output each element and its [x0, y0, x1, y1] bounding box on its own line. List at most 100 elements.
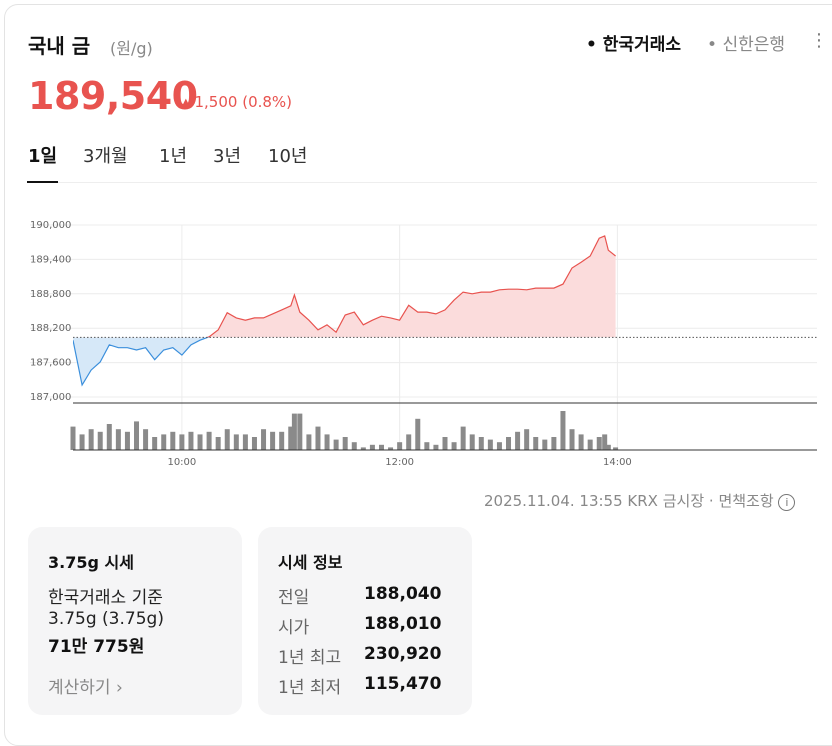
unit: (원/g) — [110, 39, 153, 58]
volume-bar — [469, 434, 475, 450]
card-title: 3.75g 시세 — [48, 553, 134, 572]
row-label: 시가 — [278, 618, 310, 638]
volume-bar — [242, 434, 248, 450]
y-tick-label: 190,000 — [30, 220, 71, 231]
page: 국내 금 (원/g) • 한국거래소 • 신한은행 ⋮ 189,540 ▲ 1,… — [4, 4, 832, 746]
calc-link-text[interactable]: 계산하기 — [48, 678, 111, 698]
period-tab[interactable]: 10년 — [268, 146, 308, 167]
volume-bar — [569, 429, 575, 450]
volume-bar — [515, 431, 521, 450]
price-area — [73, 235, 616, 338]
volume-bar — [333, 439, 339, 450]
volume-bar — [233, 434, 239, 450]
card: 3.75g 시세 한국거래소 기준 3.75g (3.75g) 71만 775원… — [28, 527, 242, 715]
volume-bar — [451, 442, 457, 450]
volume-bar — [487, 439, 493, 450]
volume-bar — [315, 426, 321, 450]
row-label: 1년 최저 — [278, 678, 342, 698]
volume-bar — [406, 434, 412, 450]
period-tab[interactable]: 3년 — [213, 146, 242, 167]
volume-bar — [533, 437, 539, 450]
up-arrow: ▲ — [182, 97, 190, 108]
volume-bar — [460, 426, 466, 450]
chart: 187,000 187,600 188,200 188,800 189,400 190,0… — [30, 220, 817, 468]
source-label[interactable]: 신한은행 — [722, 35, 785, 55]
volume-bar — [79, 434, 85, 450]
x-tick-label: 14:00 — [603, 457, 632, 468]
volume-bar — [433, 444, 439, 450]
volume-bar — [524, 429, 530, 450]
volume-bar — [587, 439, 593, 450]
y-tick-label: 187,000 — [30, 392, 71, 403]
price-change: ▲ 1,500 (0.8%) — [182, 93, 292, 111]
x-tick-label: 12:00 — [385, 457, 414, 468]
card: 시세 정보 전일 188,040 시가 188,010 1년 최고 230,92… — [258, 527, 472, 715]
more-menu[interactable]: ⋮ — [810, 30, 828, 51]
volume-bar — [143, 429, 149, 450]
disclaimer[interactable]: 면책조항 — [718, 492, 774, 510]
timestamp: 2025.11.04. 13:55 KRX 금시장 · 면책조항 i — [484, 490, 796, 511]
card-line: 3.75g (3.75g) — [48, 609, 164, 629]
row-value: 188,010 — [364, 614, 442, 634]
period-tab[interactable]: 1년 — [159, 146, 188, 167]
row-label: 1년 최고 — [278, 648, 342, 668]
volume-bar — [306, 434, 312, 450]
price-line — [73, 337, 210, 387]
volume-bar — [297, 413, 303, 450]
volume-bar — [578, 434, 584, 450]
volume-bar — [97, 431, 103, 450]
volume-bar — [605, 444, 611, 450]
price-line — [205, 235, 616, 338]
volume-bar — [496, 442, 502, 450]
calc-link[interactable]: 계산하기 › — [48, 678, 123, 698]
y-tick-label: 189,400 — [30, 254, 71, 265]
period-tab[interactable]: 3개월 — [83, 146, 128, 167]
row-value: 115,470 — [364, 674, 442, 694]
volume-bar — [478, 437, 484, 450]
volume-bar — [415, 418, 421, 450]
volume-bar — [170, 431, 176, 450]
card-line: 한국거래소 기준 — [48, 588, 163, 608]
title: 국내 금 — [28, 34, 91, 58]
row-label: 전일 — [278, 588, 310, 608]
volume-bar — [251, 437, 257, 450]
volume-bar — [106, 424, 112, 450]
x-tick-label: 10:00 — [167, 457, 196, 468]
tab-divider — [27, 182, 817, 183]
card-title: 시세 정보 — [278, 553, 343, 572]
volume-bar — [613, 447, 619, 450]
volume-bar — [197, 434, 203, 450]
row-value: 230,920 — [364, 644, 442, 664]
volume-bar — [369, 444, 375, 450]
change-pct: (0.8%) — [242, 93, 293, 111]
row-value: 188,040 — [364, 584, 442, 604]
volume-bar — [388, 447, 394, 450]
source-label[interactable]: 한국거래소 — [602, 35, 681, 55]
volume-bar — [152, 437, 158, 450]
info-icon[interactable]: i — [778, 494, 796, 511]
volume-bar — [378, 444, 384, 450]
source-tab[interactable]: • 신한은행 — [707, 35, 785, 55]
volume-bar — [161, 434, 167, 450]
tab-underline — [27, 181, 58, 183]
period-tab[interactable]: 1일 — [28, 146, 58, 167]
volume-bar — [279, 431, 285, 450]
volume-bar — [291, 413, 297, 450]
card-amount: 71만 775원 — [48, 637, 145, 657]
volume-bar — [224, 429, 230, 450]
change: 1,500 — [194, 93, 238, 111]
volume-bar — [324, 434, 330, 450]
volume-bar — [424, 442, 430, 450]
volume-bar — [215, 437, 221, 450]
price: 189,540 — [28, 74, 198, 118]
volume-bar — [70, 426, 76, 450]
volume-bar — [270, 431, 276, 450]
volume-bar — [551, 437, 557, 450]
volume-bar — [288, 426, 294, 450]
source-tab[interactable]: • 한국거래소 — [586, 35, 681, 55]
volume-bar — [179, 434, 185, 450]
volume-bar — [560, 411, 566, 450]
volume-bar — [88, 429, 94, 450]
volume-bar — [124, 431, 130, 450]
volume-bar — [351, 442, 357, 450]
